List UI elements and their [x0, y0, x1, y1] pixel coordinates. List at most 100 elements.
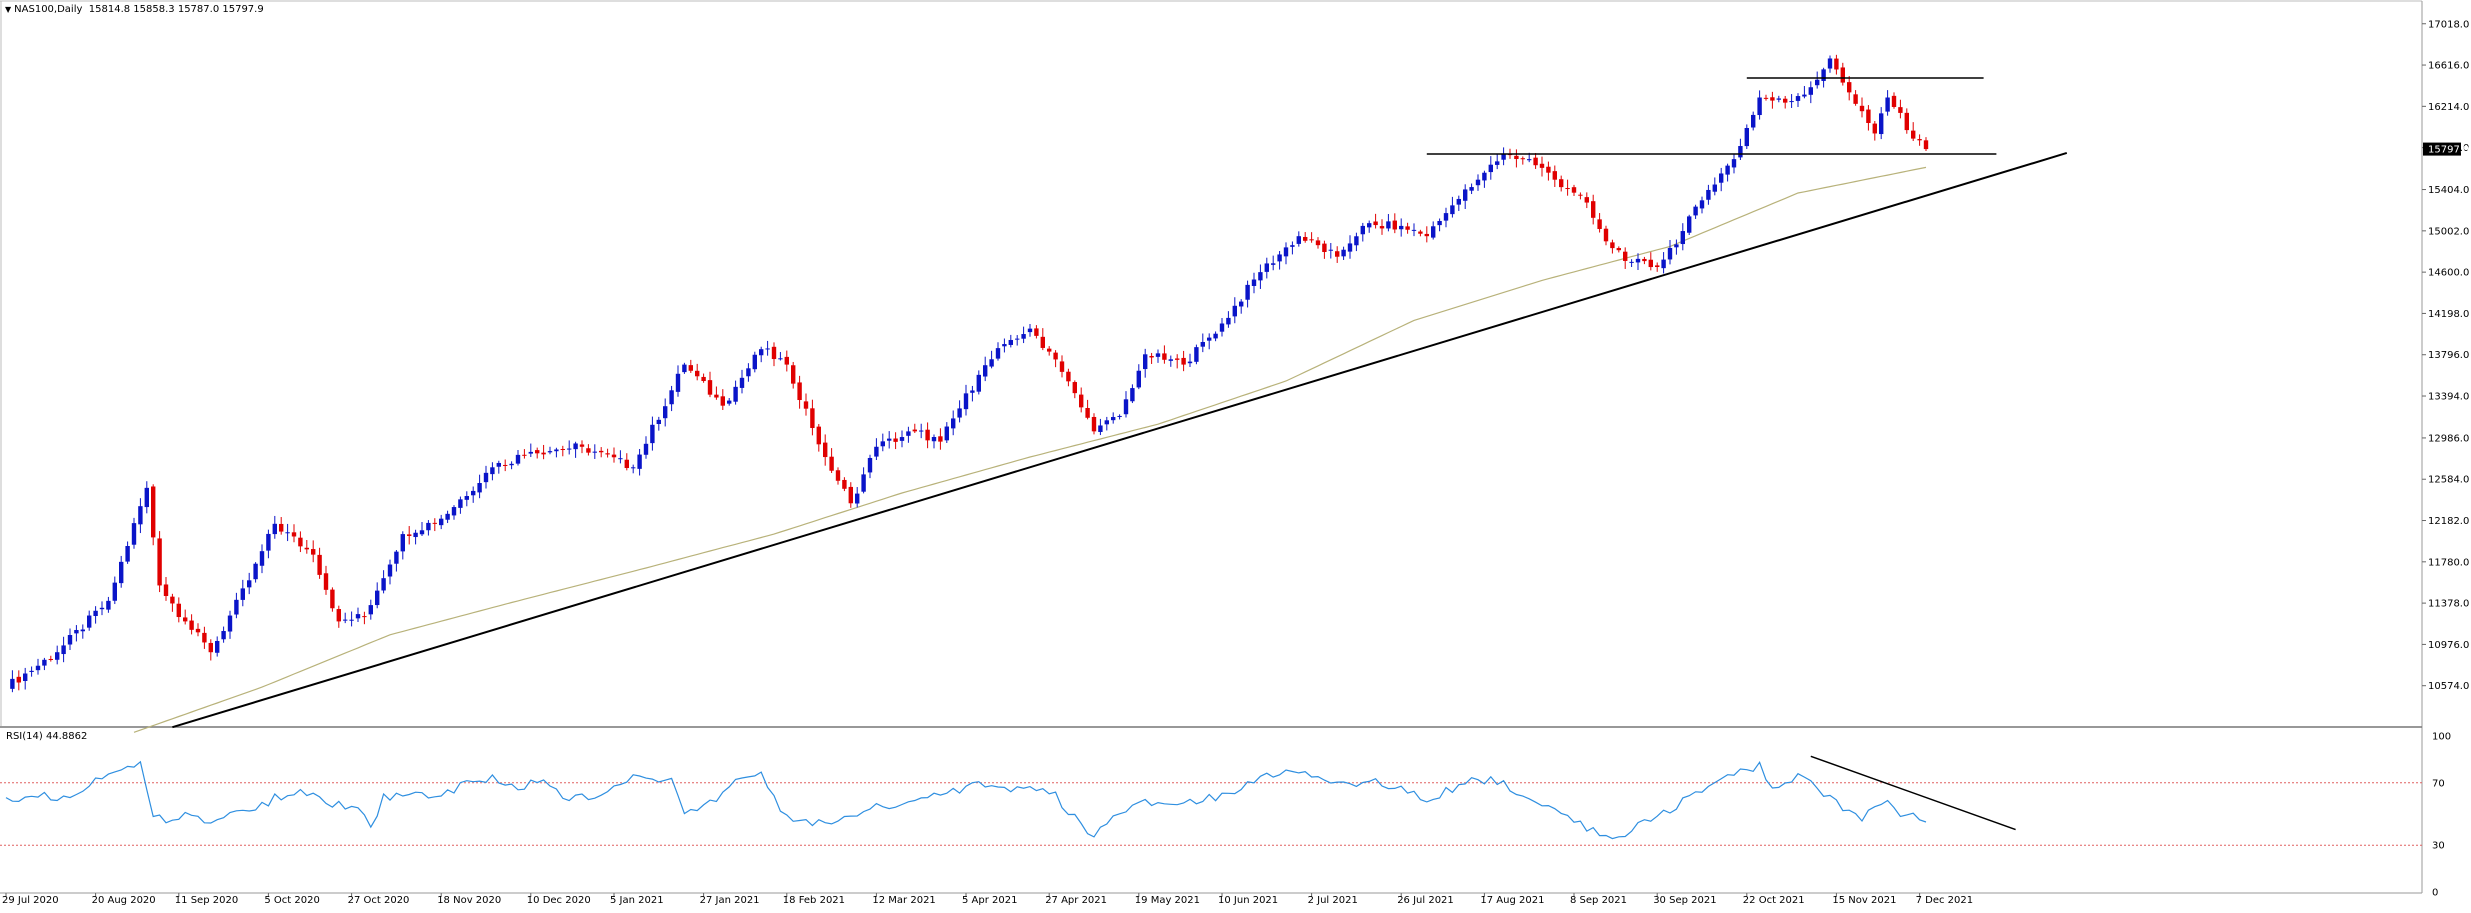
time-tick-label: 7 Dec 2021 — [1916, 895, 1974, 906]
candle — [707, 371, 713, 398]
candle — [1783, 95, 1788, 109]
candle-body — [119, 561, 124, 584]
candle-body — [541, 452, 546, 455]
candle-body — [1111, 417, 1116, 421]
candle-body — [1495, 161, 1500, 165]
candle — [1776, 95, 1781, 103]
candle-body — [579, 444, 585, 447]
candle-body — [1706, 189, 1711, 200]
candle — [720, 389, 725, 411]
candle-body — [861, 474, 866, 492]
candle-body — [1783, 98, 1788, 103]
candle — [541, 444, 546, 460]
price-tick-label: 14600.0 — [2428, 268, 2469, 279]
candle — [1136, 364, 1141, 390]
candle — [1795, 93, 1801, 107]
candle-body — [368, 605, 373, 615]
support-trendline[interactable] — [172, 152, 2068, 729]
candle-body — [343, 619, 348, 621]
candle — [355, 607, 361, 623]
candle — [55, 645, 60, 665]
candle — [1143, 348, 1148, 378]
candle-body — [1200, 341, 1205, 347]
candle — [931, 434, 937, 449]
candle-body — [1002, 344, 1007, 347]
candle-body — [867, 457, 873, 473]
candle-body — [1117, 415, 1122, 417]
candle-body — [362, 616, 367, 618]
candle-body — [106, 600, 111, 610]
time-tick-label: 10 Jun 2021 — [1218, 895, 1278, 906]
dropdown-triangle-icon[interactable]: ▼ — [5, 5, 12, 14]
candle-body — [259, 551, 265, 566]
candle — [733, 380, 738, 405]
candle — [874, 438, 879, 461]
candle — [605, 448, 610, 458]
candle-body — [503, 464, 508, 466]
candle — [1667, 240, 1673, 265]
candle — [989, 350, 994, 369]
candle — [1815, 71, 1820, 89]
candle-body — [1213, 333, 1218, 339]
candle — [1104, 416, 1109, 431]
candle-body — [451, 507, 457, 516]
candle — [976, 370, 981, 395]
candle-body — [778, 358, 783, 360]
candle-body — [1546, 166, 1551, 173]
candle-body — [1277, 254, 1282, 262]
candle — [1059, 355, 1065, 378]
candle-body — [1303, 236, 1308, 241]
candle-body — [1021, 334, 1026, 339]
candle-body — [1226, 317, 1231, 325]
candle-body — [163, 584, 169, 597]
candle-body — [1744, 127, 1749, 147]
candle — [1283, 242, 1289, 265]
candle-body — [1731, 159, 1737, 168]
candle — [1303, 232, 1308, 243]
candle — [1347, 235, 1353, 259]
candle — [1725, 163, 1730, 182]
candle — [1642, 256, 1647, 265]
candle-body — [1155, 353, 1161, 357]
candle-body — [1815, 79, 1820, 86]
price-tick-label: 15002.0 — [2428, 226, 2469, 237]
rsi-indicator-label: RSI(14) 44.8862 — [6, 731, 88, 742]
candle-body — [227, 615, 233, 632]
candle — [432, 518, 437, 532]
time-tick-label: 27 Jan 2021 — [700, 895, 760, 906]
candle-body — [1053, 352, 1058, 360]
candle — [688, 359, 693, 373]
candle — [304, 540, 309, 554]
candle — [1450, 196, 1455, 218]
axes-layer: 17018.016616.016214.015812.015404.015002… — [2, 19, 2469, 906]
candle — [176, 597, 181, 623]
candle-body — [1347, 243, 1353, 252]
symbol-header: ▼ NAS100,Daily 15814.8 15858.3 15787.0 15… — [5, 4, 264, 15]
price-tick-label: 15404.0 — [2428, 185, 2469, 196]
time-tick-label: 27 Oct 2020 — [348, 895, 410, 906]
time-tick-label: 20 Aug 2020 — [92, 895, 156, 906]
rsi-layer — [0, 755, 2422, 846]
candle-body — [919, 430, 924, 432]
candle — [1027, 324, 1033, 337]
rsi-trendline[interactable] — [1810, 755, 2016, 831]
candle — [1911, 122, 1916, 141]
candle — [317, 547, 322, 579]
candle — [842, 477, 847, 492]
candle-body — [1527, 159, 1532, 161]
time-tick-label: 5 Jan 2021 — [610, 895, 664, 906]
candle-body — [1475, 179, 1481, 186]
candle-body — [1008, 339, 1013, 345]
candle-body — [1725, 165, 1730, 175]
candle — [1482, 170, 1487, 188]
rsi-line — [5, 760, 1927, 840]
candle-body — [387, 564, 393, 577]
candle — [1719, 167, 1724, 192]
candle-body — [970, 390, 975, 393]
candle-body — [727, 400, 732, 404]
price-tick-label: 12182.0 — [2428, 516, 2469, 527]
candle — [643, 436, 649, 459]
candle — [624, 453, 629, 471]
candle-body — [509, 463, 514, 466]
